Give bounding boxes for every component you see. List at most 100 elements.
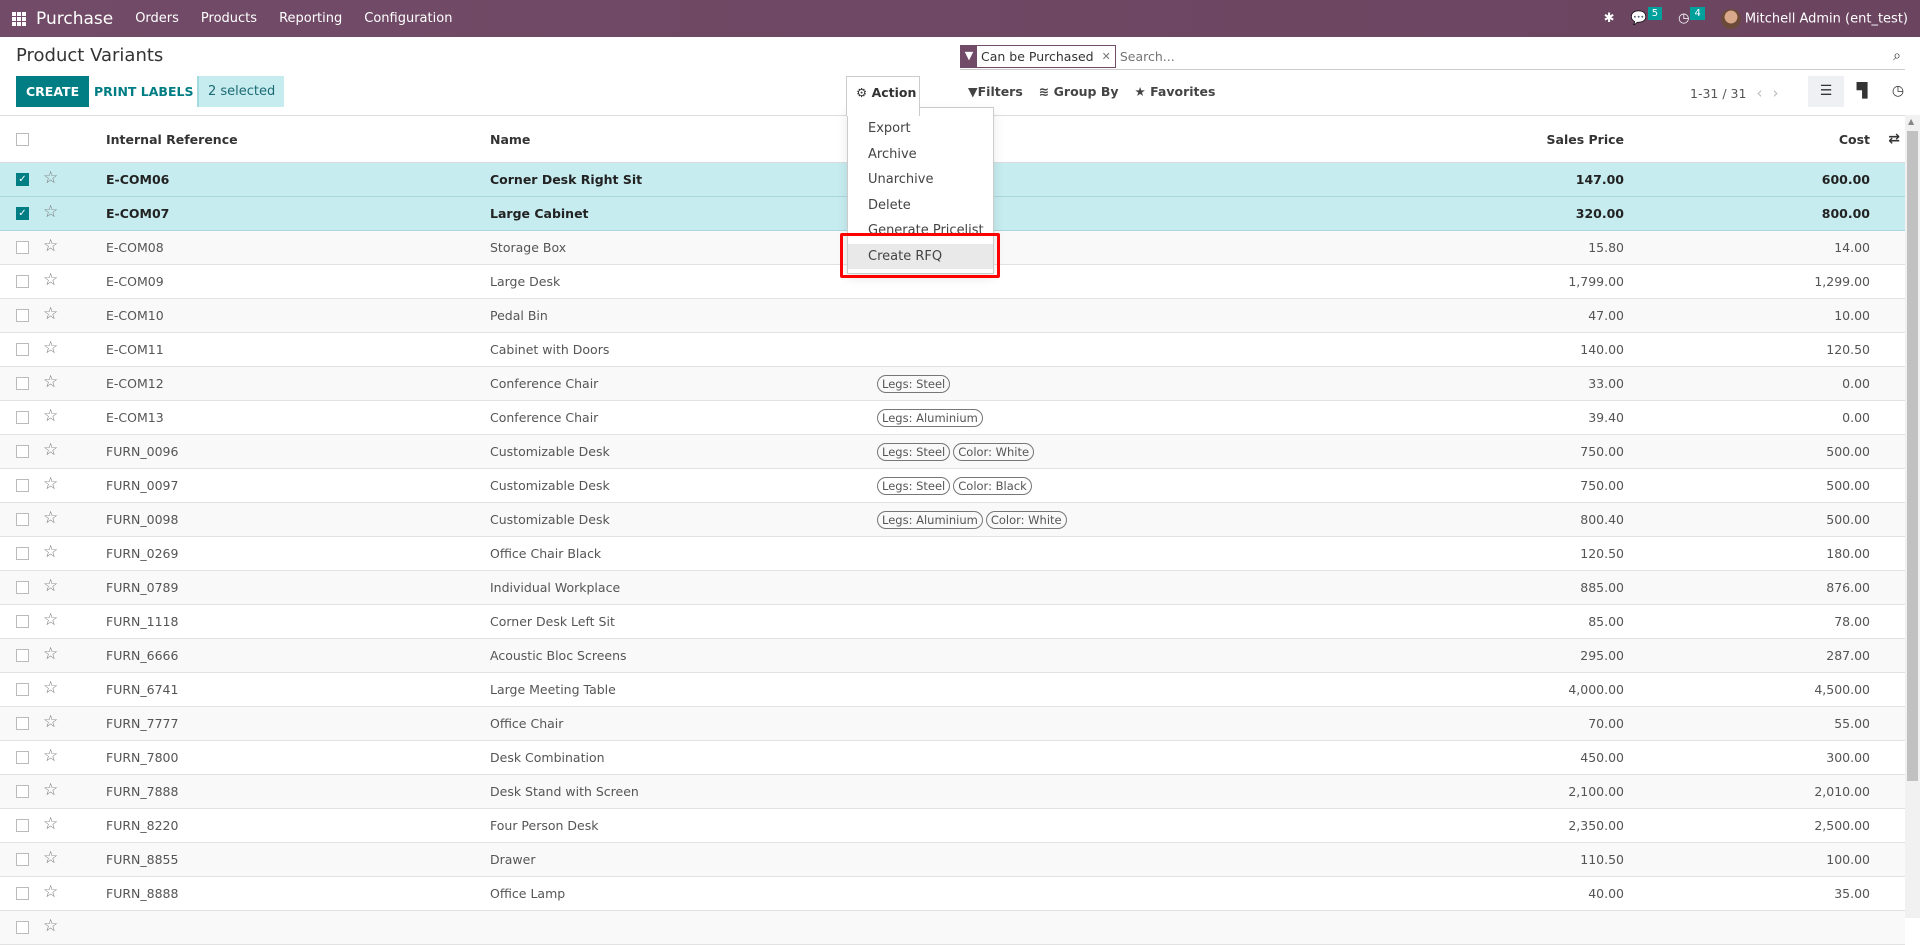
row-checkbox[interactable] [16, 581, 29, 594]
print-labels-button[interactable]: PRINT LABELS [94, 84, 194, 99]
user-menu[interactable]: Mitchell Admin (ent_test) [1720, 8, 1908, 29]
table-row[interactable]: ☆ FURN_7800 Desk Combination 450.00 300.00 [0, 741, 1905, 775]
row-checkbox[interactable] [16, 717, 29, 730]
table-row[interactable]: ☆ FURN_0789 Individual Workplace 885.00 876.… [0, 571, 1905, 605]
table-row[interactable]: ☆ FURN_8888 Office Lamp 40.00 35.00 [0, 877, 1905, 911]
group-by-button[interactable]: ≋ Group By [1039, 84, 1119, 99]
favorite-star-icon[interactable]: ☆ [43, 202, 59, 222]
favorite-star-icon[interactable]: ☆ [43, 610, 59, 630]
row-checkbox[interactable] [16, 615, 29, 628]
activities-button[interactable]: ◷ 4 [1678, 7, 1705, 26]
favorite-star-icon[interactable]: ☆ [43, 882, 59, 902]
menu-orders[interactable]: Orders [135, 11, 179, 26]
table-row[interactable]: ☆ [0, 911, 1905, 945]
list-view-icon[interactable]: ☰ [1808, 76, 1844, 107]
row-checkbox[interactable] [16, 513, 29, 526]
favorite-star-icon[interactable]: ☆ [43, 508, 59, 528]
favorite-star-icon[interactable]: ☆ [43, 270, 59, 290]
favorite-star-icon[interactable]: ☆ [43, 304, 59, 324]
header-cost[interactable]: Cost [1838, 131, 1870, 147]
row-checkbox[interactable]: ✓ [16, 173, 29, 186]
row-checkbox[interactable] [16, 683, 29, 696]
pager-value[interactable]: 1-31 / 31 [1690, 86, 1747, 101]
table-row[interactable]: ☆ FURN_0096 Customizable Desk Legs: Steel Co… [0, 435, 1905, 469]
search-icon[interactable]: ⌕ [1893, 48, 1901, 64]
menu-item-create-rfq[interactable]: Create RFQ [848, 243, 993, 269]
filter-facet[interactable]: ▼ Can be Purchased ✕ [960, 44, 1116, 68]
activity-view-icon[interactable]: ◷ [1891, 83, 1905, 99]
favorite-star-icon[interactable]: ☆ [43, 576, 59, 596]
favorite-star-icon[interactable]: ☆ [43, 168, 59, 188]
row-checkbox[interactable] [16, 479, 29, 492]
favorite-star-icon[interactable]: ☆ [43, 916, 59, 936]
action-button[interactable]: ⚙ Action [846, 76, 920, 116]
pager-previous-icon[interactable]: ‹ [1756, 84, 1763, 102]
row-checkbox[interactable] [16, 275, 29, 288]
row-checkbox[interactable] [16, 853, 29, 866]
table-row[interactable]: ☆ FURN_7888 Desk Stand with Screen 2,100.00… [0, 775, 1905, 809]
favorite-star-icon[interactable]: ☆ [43, 746, 59, 766]
table-row[interactable]: ☆ FURN_7777 Office Chair 70.00 55.00 [0, 707, 1905, 741]
menu-item-delete[interactable]: Delete [868, 197, 911, 213]
table-row[interactable]: ☆ FURN_6741 Large Meeting Table 4,000.00 4,5… [0, 673, 1905, 707]
favorite-star-icon[interactable]: ☆ [43, 542, 59, 562]
table-row[interactable]: ☆ FURN_0097 Customizable Desk Legs: Steel Co… [0, 469, 1905, 503]
menu-configuration[interactable]: Configuration [364, 11, 453, 26]
menu-item-export[interactable]: Export [868, 121, 911, 136]
select-all-checkbox[interactable] [16, 132, 29, 146]
row-checkbox[interactable] [16, 887, 29, 900]
messages-button[interactable]: 💬 5 [1631, 7, 1663, 26]
favorite-star-icon[interactable]: ☆ [43, 372, 59, 392]
table-row[interactable]: ☆ E-COM11 Cabinet with Doors 140.00 120.50 [0, 333, 1905, 367]
favorite-star-icon[interactable]: ☆ [43, 848, 59, 868]
scrollbar[interactable]: ▲ [1905, 115, 1920, 918]
search-input[interactable] [1119, 48, 1894, 64]
row-checkbox[interactable] [16, 377, 29, 390]
menu-reporting[interactable]: Reporting [279, 11, 343, 26]
row-checkbox[interactable] [16, 649, 29, 662]
menu-item-archive[interactable]: Archive [868, 146, 917, 162]
header-name[interactable]: Name [490, 131, 531, 147]
row-checkbox[interactable] [16, 241, 29, 254]
debug-bug-icon[interactable]: ✱ [1603, 11, 1615, 26]
header-sales-price[interactable]: Sales Price [1546, 131, 1625, 147]
table-row[interactable]: ☆ FURN_8220 Four Person Desk 2,350.00 2,500.… [0, 809, 1905, 843]
favorite-star-icon[interactable]: ☆ [43, 406, 59, 426]
app-name[interactable]: Purchase [36, 8, 114, 29]
table-row[interactable]: ☆ E-COM12 Conference Chair Legs: Steel 33.00… [0, 367, 1905, 401]
table-row[interactable]: ☆ FURN_1118 Corner Desk Left Sit 85.00 78.00 [0, 605, 1905, 639]
header-internal-reference[interactable]: Internal Reference [106, 131, 238, 147]
menu-item-unarchive[interactable]: Unarchive [868, 172, 934, 187]
favorites-button[interactable]: ★ Favorites [1135, 84, 1216, 99]
row-checkbox[interactable] [16, 921, 29, 934]
favorite-star-icon[interactable]: ☆ [43, 236, 59, 256]
create-button[interactable]: CREATE [16, 76, 90, 107]
table-row[interactable]: ☆ FURN_0098 Customizable Desk Legs: Alumini… [0, 503, 1905, 537]
apps-menu-icon[interactable] [12, 11, 26, 26]
favorite-star-icon[interactable]: ☆ [43, 644, 59, 664]
favorite-star-icon[interactable]: ☆ [43, 338, 59, 358]
table-row[interactable]: ☆ E-COM10 Pedal Bin 47.00 10.00 [0, 299, 1905, 333]
favorite-star-icon[interactable]: ☆ [43, 780, 59, 800]
favorite-star-icon[interactable]: ☆ [43, 440, 59, 460]
row-checkbox[interactable] [16, 343, 29, 356]
remove-facet-icon[interactable]: ✕ [1101, 49, 1111, 63]
table-row[interactable]: ☆ E-COM13 Conference Chair Legs: Aluminium 3… [0, 401, 1905, 435]
table-row[interactable]: ☆ FURN_8855 Drawer 110.50 100.00 [0, 843, 1905, 877]
scrollbar-thumb[interactable] [1907, 131, 1918, 781]
kanban-view-icon[interactable]: ▜ [1856, 83, 1868, 99]
row-checkbox[interactable] [16, 547, 29, 560]
pager-next-icon[interactable]: › [1772, 84, 1779, 102]
filters-button[interactable]: ▼Filters [968, 84, 1023, 99]
table-row[interactable]: ☆ FURN_0269 Office Chair Black 120.50 180.00 [0, 537, 1905, 571]
row-checkbox[interactable]: ✓ [16, 207, 29, 220]
row-checkbox[interactable] [16, 785, 29, 798]
favorite-star-icon[interactable]: ☆ [43, 814, 59, 834]
menu-products[interactable]: Products [200, 11, 258, 26]
optional-columns-icon[interactable]: ⇄ [1888, 131, 1900, 147]
row-checkbox[interactable] [16, 819, 29, 832]
favorite-star-icon[interactable]: ☆ [43, 712, 59, 732]
table-row[interactable]: ☆ E-COM09 Large Desk 1,799.00 1,299.00 [0, 265, 1905, 299]
favorite-star-icon[interactable]: ☆ [43, 474, 59, 494]
row-checkbox[interactable] [16, 751, 29, 764]
